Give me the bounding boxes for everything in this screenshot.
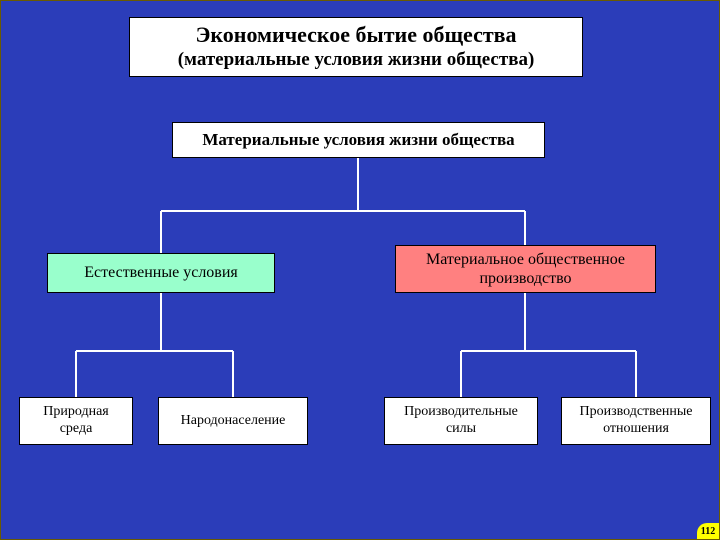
leaf1-line2: среда (60, 421, 93, 438)
level2-box: Материальные условия жизни общества (172, 122, 545, 158)
leaf3-line1: Производительные (404, 404, 518, 421)
leaf-population: Народонаселение (158, 397, 308, 445)
title-line1: Экономическое бытие общества (195, 22, 516, 48)
level3-left-box: Естественные условия (47, 253, 275, 293)
level3-right-line1: Материальное общественное (426, 250, 625, 269)
title-box: Экономическое бытие общества (материальн… (129, 17, 583, 77)
level3-left-text: Естественные условия (84, 263, 238, 282)
level3-right-box: Материальное общественное производство (395, 245, 656, 293)
leaf-productive-forces: Производительные силы (384, 397, 538, 445)
leaf-natural-environment: Природная среда (19, 397, 133, 445)
level3-right-line2: производство (479, 269, 571, 288)
leaf4-line2: отношения (603, 421, 669, 438)
title-line2: (материальные условия жизни общества) (178, 49, 535, 72)
leaf3-line2: силы (446, 421, 476, 438)
leaf-production-relations: Производственные отношения (561, 397, 711, 445)
leaf1-line1: Природная (43, 404, 108, 421)
page-number: 112 (697, 523, 719, 539)
level2-text: Материальные условия жизни общества (202, 130, 514, 150)
leaf4-line1: Производственные (579, 404, 692, 421)
diagram-canvas: Экономическое бытие общества (материальн… (0, 0, 720, 540)
leaf2-text: Народонаселение (181, 413, 286, 430)
